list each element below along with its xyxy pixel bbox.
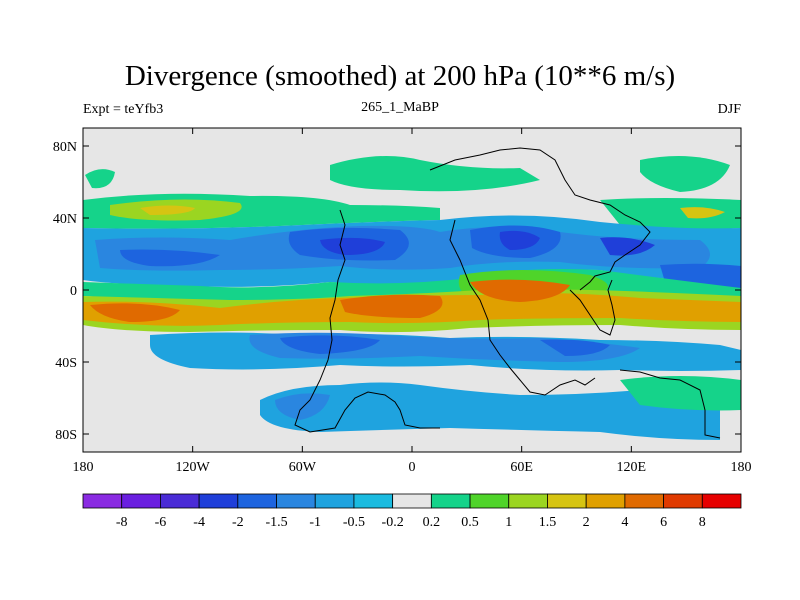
- outline-south-asia: [569, 279, 616, 336]
- colorbar-swatch: [430, 493, 471, 509]
- contour-field: [83, 156, 741, 440]
- contour-neg-deep-2: [499, 230, 540, 250]
- contour-40n-right-green: [600, 198, 741, 230]
- y-tick-label: 80S: [55, 428, 77, 443]
- colorbar-label: -1: [309, 515, 321, 530]
- colorbar-label: 1: [505, 515, 512, 530]
- contour-40n-right-yellow: [680, 207, 725, 219]
- colorbar-swatch: [508, 493, 548, 509]
- colorbar-label: -6: [155, 515, 167, 530]
- colorbar-swatch: [392, 493, 432, 509]
- colorbar: -8 -6 -4 -2 -1.5 -1 -0.5 -0.2 0.2 0.5 1 1.5 2 4 6 8: [82, 493, 742, 530]
- colorbar-swatch: [198, 493, 239, 509]
- x-tick-label: 120E: [617, 460, 647, 475]
- contour-n-green-1: [85, 169, 115, 189]
- outline-africa: [449, 219, 596, 396]
- colorbar-label: 1.5: [539, 515, 557, 530]
- y-tick-label: 40N: [53, 212, 77, 227]
- y-tick-label: 0: [70, 284, 77, 299]
- period-label: 265_1_MaBP: [361, 100, 439, 115]
- x-tick-label: 0: [409, 460, 416, 475]
- colorbar-label: -0.5: [343, 515, 365, 530]
- contour-n-green-3: [640, 156, 730, 192]
- colorbar-swatch: [237, 493, 277, 509]
- x-tick-label: 60W: [289, 460, 317, 475]
- x-axis: 180 120W 60W 0 60E 120E 180: [73, 128, 752, 475]
- colorbar-swatch: [701, 493, 742, 509]
- outline-eurasia: [429, 147, 651, 291]
- x-tick-label: 180: [73, 460, 94, 475]
- contour-s-darkorange-1: [340, 294, 443, 318]
- colorbar-swatch: [82, 493, 123, 509]
- contour-40n-yellow: [140, 205, 195, 215]
- continent-outlines: [294, 147, 721, 439]
- x-tick-label: 60E: [510, 460, 533, 475]
- season-label: DJF: [717, 102, 741, 117]
- colorbar-label: 0.5: [461, 515, 479, 530]
- outline-americas: [294, 209, 440, 433]
- contour-hs-blue: [260, 382, 720, 440]
- contour-s2-darkblue: [280, 335, 380, 354]
- colorbar-label: -0.2: [382, 515, 404, 530]
- colorbar-swatch: [314, 493, 355, 509]
- x-tick-label: 180: [731, 460, 752, 475]
- x-tick-label: 120W: [176, 460, 211, 475]
- colorbar-swatch: [547, 493, 587, 509]
- contour-neg-deep-1: [320, 237, 385, 255]
- contour-neg-deep-3: [600, 237, 655, 256]
- colorbar-label: -2: [232, 515, 244, 530]
- colorbar-swatch: [585, 493, 626, 509]
- y-tick-label: 80N: [53, 140, 77, 155]
- contour-neg-left-blue: [120, 249, 220, 267]
- contour-s2-darkblue-2: [540, 339, 610, 356]
- colorbar-swatch: [160, 493, 200, 509]
- contour-hs-green: [620, 376, 741, 411]
- contour-s-darkorange-2: [470, 279, 570, 302]
- colorbar-swatch: [276, 493, 316, 509]
- colorbar-swatch: [121, 493, 161, 509]
- colorbar-label: 8: [699, 515, 706, 530]
- colorbar-label: -1.5: [265, 515, 287, 530]
- colorbar-swatch: [353, 493, 394, 509]
- colorbar-label: 4: [621, 515, 628, 530]
- contour-s-orange-left: [90, 303, 180, 322]
- colorbar-label: 6: [660, 515, 667, 530]
- chart-title: Divergence (smoothed) at 200 hPa (10**6 …: [124, 60, 676, 92]
- y-tick-label: 40S: [55, 356, 77, 371]
- colorbar-swatch: [663, 493, 703, 509]
- experiment-label: Expt = teYfb3: [83, 102, 164, 117]
- colorbar-swatch: [469, 493, 510, 509]
- colorbar-label: -8: [116, 515, 128, 530]
- contour-hs-darkblue: [275, 393, 330, 420]
- colorbar-label: 0.2: [423, 515, 441, 530]
- colorbar-label: 2: [583, 515, 590, 530]
- colorbar-label: -4: [193, 515, 205, 530]
- outline-oceania: [619, 369, 721, 439]
- colorbar-swatch: [624, 493, 664, 509]
- y-axis: 80N 40N 0 40S 80S: [53, 140, 741, 443]
- contour-n-green-2: [330, 156, 540, 192]
